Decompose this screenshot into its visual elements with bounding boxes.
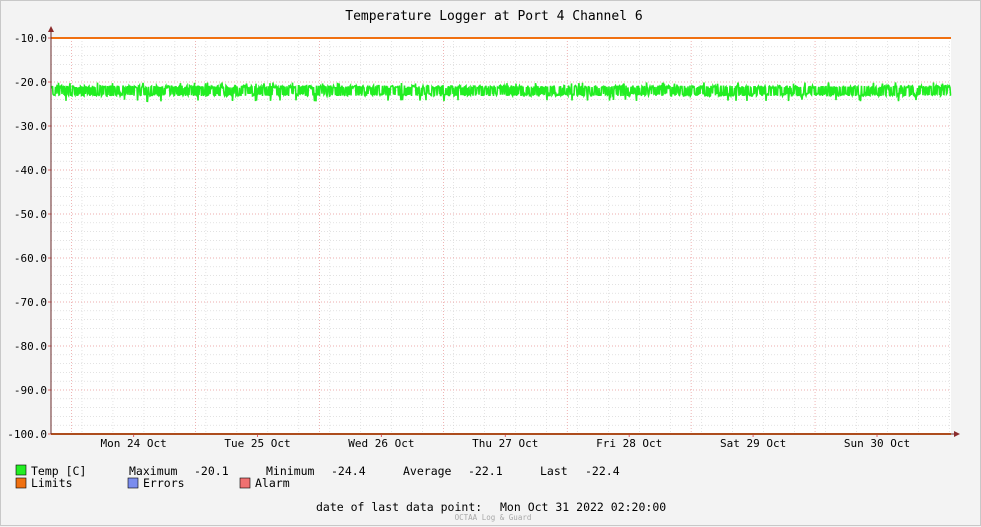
legend-temp-label: Temp [C] <box>31 464 86 478</box>
x-tick-label: Wed 26 Oct <box>348 437 414 450</box>
legend-minimum-value: -24.4 <box>331 464 366 478</box>
grid-layer <box>51 37 951 435</box>
y-tick-label: -60.0 <box>14 252 47 265</box>
y-tick-label: -20.0 <box>14 76 47 89</box>
legend-swatch-temp <box>15 464 27 476</box>
y-tick-label: -30.0 <box>14 120 47 133</box>
legend-errors-label: Errors <box>143 476 185 490</box>
legend-maximum-value: -20.1 <box>194 464 229 478</box>
y-axis-arrow <box>48 26 54 32</box>
y-tick-label: -40.0 <box>14 164 47 177</box>
axis-layer <box>48 26 960 437</box>
plot-area <box>51 38 951 434</box>
legend-minimum-label: Minimum <box>266 464 315 478</box>
y-tick-label: -70.0 <box>14 296 47 309</box>
x-tick-label: Thu 27 Oct <box>472 437 538 450</box>
y-tick-label: -100.0 <box>7 428 47 441</box>
legend-average-value: -22.1 <box>468 464 503 478</box>
y-tick-label: -50.0 <box>14 208 47 221</box>
temperature-series-line <box>50 82 952 103</box>
x-tick-label: Sat 29 Oct <box>720 437 786 450</box>
y-tick-label: -90.0 <box>14 384 47 397</box>
label-layer: -10.0 -20.0 -30.0 -40.0 -50.0 -60.0 -70.0 -80.0… <box>7 32 910 450</box>
legend-average-label: Average <box>403 464 452 478</box>
x-tick-label: Sun 30 Oct <box>844 437 910 450</box>
last-data-point-value: Mon Oct 31 2022 02:20:00 <box>500 500 666 514</box>
legend-last-label: Last <box>540 464 568 478</box>
x-tick-label: Tue 25 Oct <box>224 437 290 450</box>
x-axis-arrow <box>954 431 960 437</box>
chart-title: Temperature Logger at Port 4 Channel 6 <box>345 9 642 24</box>
x-tick-label: Mon 24 Oct <box>100 437 166 450</box>
legend-swatch-limits <box>15 477 27 489</box>
y-tick-label: -80.0 <box>14 340 47 353</box>
x-tick-label: Fri 28 Oct <box>596 437 662 450</box>
legend-limits-label: Limits <box>31 476 73 490</box>
legend-swatch-errors <box>127 477 139 489</box>
y-tick-label: -10.0 <box>14 32 47 45</box>
legend-last-value: -22.4 <box>585 464 620 478</box>
legend-swatch-alarm <box>239 477 251 489</box>
legend-maximum-label: Maximum <box>129 464 178 478</box>
last-data-point-label: date of last data point: <box>316 500 482 514</box>
watermark: OCTAA Log & Guard <box>455 513 532 522</box>
legend-alarm-label: Alarm <box>255 476 290 490</box>
